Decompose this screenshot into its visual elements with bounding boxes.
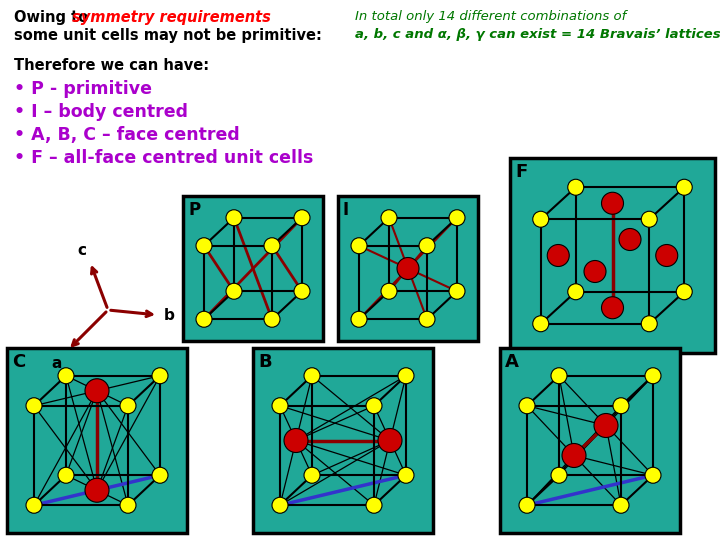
Circle shape [85,478,109,502]
Circle shape [120,497,136,513]
Circle shape [85,379,109,403]
Text: some unit cells may not be primitive:: some unit cells may not be primitive: [14,28,322,43]
Bar [183,196,323,341]
Circle shape [366,398,382,414]
Text: I: I [343,201,349,219]
Circle shape [449,210,465,226]
Circle shape [619,228,641,251]
Bar [510,158,715,353]
Text: A: A [505,353,519,371]
Circle shape [152,467,168,483]
Text: symmetry requirements: symmetry requirements [72,10,271,25]
Circle shape [519,497,535,513]
Circle shape [397,258,419,280]
Circle shape [568,179,584,195]
Circle shape [551,467,567,483]
Circle shape [196,238,212,254]
Circle shape [226,210,242,226]
Circle shape [152,368,168,384]
Circle shape [264,238,280,254]
Circle shape [568,284,584,300]
Circle shape [294,210,310,226]
Bar [338,196,478,341]
Circle shape [366,497,382,513]
Circle shape [398,467,414,483]
Circle shape [533,211,549,227]
Circle shape [519,398,535,414]
Circle shape [613,398,629,414]
Circle shape [378,429,402,453]
Text: c: c [77,243,86,258]
Circle shape [419,238,435,254]
Text: Therefore we can have:: Therefore we can have: [14,58,209,73]
Circle shape [676,179,692,195]
Circle shape [601,192,624,214]
Circle shape [272,398,288,414]
Circle shape [419,311,435,327]
Circle shape [656,245,678,267]
Circle shape [381,284,397,299]
Circle shape [196,311,212,327]
Bar [7,348,187,533]
Circle shape [594,414,618,437]
Text: B: B [258,353,271,371]
Circle shape [642,316,657,332]
Text: In total only 14 different combinations of: In total only 14 different combinations … [355,10,626,23]
Circle shape [58,467,74,483]
Circle shape [547,245,570,267]
Circle shape [645,368,661,384]
Text: • F – all-face centred unit cells: • F – all-face centred unit cells [14,149,313,167]
Circle shape [226,284,242,299]
Circle shape [601,297,624,319]
Text: F: F [515,163,527,181]
Text: a, b, c and α, β, γ can exist = 14 Bravais’ lattices: a, b, c and α, β, γ can exist = 14 Brava… [355,28,720,41]
Circle shape [676,284,692,300]
Circle shape [645,467,661,483]
Bar [253,348,433,533]
Text: • P - primitive: • P - primitive [14,80,152,98]
Circle shape [26,398,42,414]
Circle shape [381,210,397,226]
Circle shape [272,497,288,513]
Circle shape [264,311,280,327]
Circle shape [533,316,549,332]
Circle shape [642,211,657,227]
Circle shape [351,311,367,327]
Circle shape [551,368,567,384]
Circle shape [304,467,320,483]
Circle shape [562,443,586,468]
Circle shape [613,497,629,513]
Circle shape [449,284,465,299]
Text: a: a [52,356,62,371]
Circle shape [284,429,308,453]
Text: Owing to: Owing to [14,10,94,25]
Circle shape [584,260,606,282]
Text: C: C [12,353,25,371]
Text: b: b [164,307,175,322]
Text: P: P [188,201,200,219]
Circle shape [26,497,42,513]
Text: • I – body centred: • I – body centred [14,103,188,121]
Circle shape [294,284,310,299]
Text: • A, B, C – face centred: • A, B, C – face centred [14,126,240,144]
Circle shape [351,238,367,254]
Bar [500,348,680,533]
Circle shape [120,398,136,414]
Circle shape [304,368,320,384]
Circle shape [398,368,414,384]
Circle shape [58,368,74,384]
